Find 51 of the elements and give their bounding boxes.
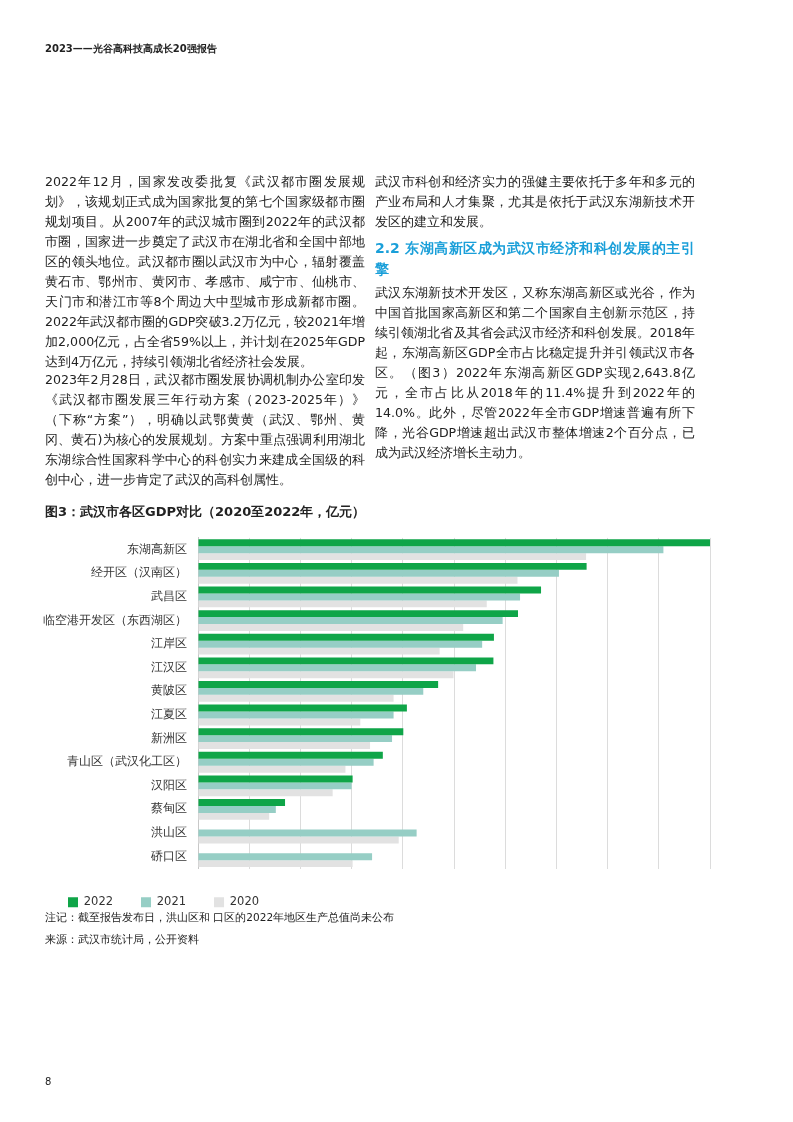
- source-note: 来源：武汉市统计局，公开资料: [45, 932, 200, 946]
- text: 2022年12月，国家发改委批复《武汉都市圈发展规划》，该规划正式成为国家批复的第七个国家级都市圈规划项目。从2007年的武汉城市圈到2022年的武汉都市圈，国家进一步奠定了武汉市在湖北省和全国中部地区的领头地位。武汉都市圈以武汉市为中心，辐射覆盖黄石市、鄂州市、黄冈市、孝感市、咸宁市、仙桃市、天门市和潜江市等8个周边大中型城市形成新都市圈。2022年武汉都市圈的GDP突破3.2万亿元，较2021年增加2,000亿元，占全省59%以上，并计划在2025年GDP达到4万亿元，持续引领湖北省经济社会发展。: [45, 174, 365, 369]
- y-tick-label: 东湖高新区: [127, 541, 187, 556]
- y-tick-label: 硚口区: [150, 848, 187, 863]
- y-tick-label: 洪山区: [151, 825, 187, 840]
- text: 2.2 东湖高新区成为武汉市经济和科创发展的主引擎: [375, 239, 695, 279]
- bar: [198, 728, 404, 736]
- bar: [198, 640, 483, 648]
- bar: [198, 664, 477, 672]
- y-tick-label: 新洲区: [151, 730, 187, 745]
- y-tick-label: 青山区（武汉化工区）: [67, 754, 187, 769]
- bar: [198, 539, 710, 547]
- bar: [198, 799, 286, 806]
- bar: [198, 806, 276, 813]
- legend-label: 2020: [229, 894, 260, 909]
- bar: [198, 617, 503, 625]
- y-tick-label: 临空港开发区（东西湖区）: [43, 612, 187, 627]
- bar: [198, 758, 374, 766]
- chart-title: 图3：武汉市各区GDP对比（2020至2022年，亿元）: [45, 503, 366, 521]
- bar: [198, 704, 407, 712]
- bar: [198, 633, 494, 641]
- y-tick-label: 江汉区: [151, 659, 187, 674]
- bar: [198, 546, 664, 554]
- bar: [198, 569, 559, 577]
- bar: [198, 735, 393, 743]
- bar: [198, 593, 521, 601]
- legend-label: 2022: [83, 894, 114, 909]
- bar: [198, 562, 587, 570]
- text: 武汉东湖新技术开发区，又称东湖高新区或光谷，作为中国首批国家高新区和第二个国家自主创新示范区，持续引领湖北省及其省会武汉市经济和科创发展。2018年起，东湖高新区GDP全市占比稳定提升并引领武汉市各区。（图3）2022年东湖高新区GDP实现2,643.8亿元，全市占比从2018年的11.4%提升到2022年的14.0%。此外，尽管2022年全市GDP增速普遍有所下降，光谷GDP增速超出武汉市整体增速2个百分点，已成为武汉经济增长主动力。: [375, 285, 695, 460]
- y-tick-label: 蔡甸区: [151, 801, 187, 816]
- text: 武汉市科创和经济实力的强健主要依托于多年和多元的产业布局和人才集聚，尤其是依托于武汉东湖新技术开发区的建立和发展。: [375, 173, 695, 231]
- y-tick-label: 江岸区: [151, 636, 187, 651]
- text: 8: [45, 1075, 53, 1089]
- text: 注记：截至报告发布日，洪山区和 口区的2022年地区生产总值尚未公布: [45, 910, 396, 924]
- legend-label: 2021: [156, 894, 187, 909]
- y-tick-label: 黄陂区: [151, 683, 187, 698]
- bar: [198, 751, 383, 759]
- bar: [198, 657, 494, 665]
- bar: [198, 610, 518, 618]
- bar: [198, 681, 439, 688]
- y-tick-label: 武昌区: [151, 588, 187, 603]
- bar: [198, 853, 373, 861]
- text: 2023——光谷高科技高成长20强报告: [45, 42, 218, 56]
- y-tick-label: 经开区（汉南区）: [91, 565, 187, 580]
- bar: [198, 782, 352, 790]
- y-tick-label: 江夏区: [151, 706, 187, 721]
- y-tick-label: 汉阳区: [151, 777, 187, 792]
- bar: [198, 775, 353, 783]
- bar: [198, 829, 417, 837]
- text: 2023年2月28日，武汉都市圈发展协调机制办公室印发《武汉都市圈发展三年行动方案（2023-2025年）》（下称“方案”），明确以武鄂黄黄（武汉、鄂州、黄冈、黄石)为核心的发展规划。方案中重点强调利用湖北东湖综合性国家科学中心的科创实力来建成全国级的科创中心，进一步肯定了武汉的高科创属性。: [45, 371, 365, 489]
- bar: [198, 687, 424, 695]
